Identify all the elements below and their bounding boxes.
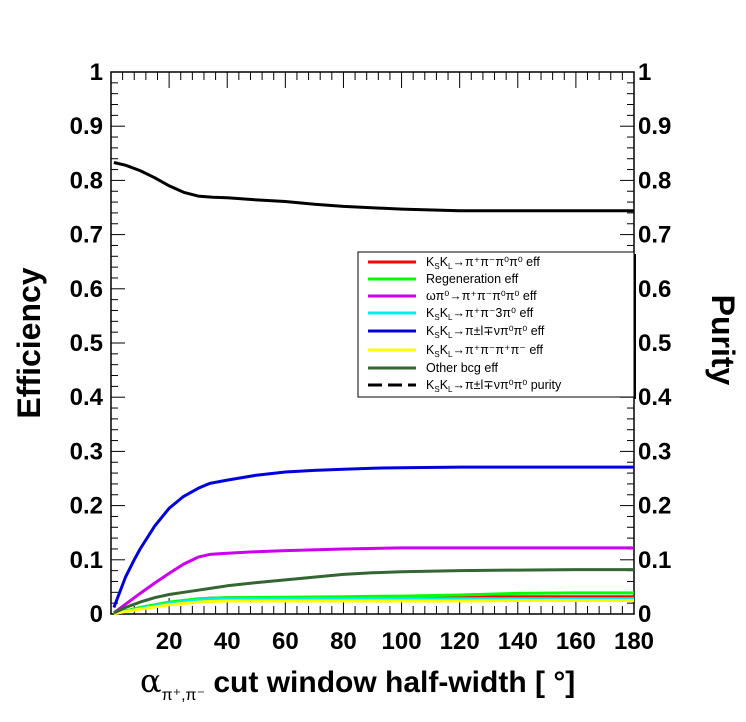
x-axis-title-alpha: α [140,662,162,700]
y-right-tick-label: 0.1 [638,547,671,574]
legend-shadow [634,254,636,399]
legend-items: KSKL→π⁺π⁻π⁰π⁰ eff Regeneration eff ωπ⁰→π… [368,255,562,394]
y-right-tick-label: 0.3 [638,438,671,465]
y-axis-title-right: Purity [705,295,741,386]
x-axis-title-text: cut window half-width [ °] [205,666,575,699]
y-tick-label: 0.7 [70,222,103,249]
y-tick-label: 0.2 [70,493,103,520]
y-tick-label: 0.9 [70,113,103,140]
series-line [113,599,634,615]
x-tick-label: 80 [330,628,357,655]
y-right-tick-label: 1 [638,59,651,86]
legend-label: Other bcg eff [426,361,499,375]
legend-label: KSKL→π±l∓νπ⁰π⁰ eff [426,324,545,340]
y-right-tick-label: 0 [638,601,651,628]
x-tick-label: 40 [214,628,241,655]
x-tick-label: 120 [440,628,480,655]
axis-ticks [110,71,635,615]
series-line [113,597,634,615]
x-tick-label: 160 [556,628,596,655]
legend-item: Regeneration eff [368,272,519,286]
y-axis-title-left: Efficiency [11,267,47,418]
legend-item: KSKL→π±l∓νπ⁰π⁰ purity [368,378,562,394]
series-lines [112,161,634,615]
legend-item: KSKL→π⁺π⁻3π⁰ eff [368,306,534,322]
x-axis-title: απ⁺,π⁻ cut window half-width [ °] [140,662,575,704]
series-line [113,546,634,615]
x-tick-label: 60 [272,628,299,655]
y-tick-label: 0.6 [70,276,103,303]
y-tick-label: 0.4 [70,384,104,411]
legend-box [357,251,635,398]
legend-item: ωπ⁰→π⁺π⁻π⁰π⁰ eff [368,289,537,303]
y-right-tick-label: 0.6 [638,276,671,303]
x-axis-title-subscript: π⁺,π⁻ [162,687,205,704]
legend-label: ωπ⁰→π⁺π⁻π⁰π⁰ eff [426,289,537,303]
x-tick-label: 140 [498,628,538,655]
legend-item: KSKL→π±l∓νπ⁰π⁰ eff [368,324,545,340]
series-line [112,465,634,609]
x-tick-label: 100 [382,628,422,655]
x-tick-label: 20 [156,628,183,655]
x-tick-label: 180 [614,628,654,655]
legend-label: KSKL→π±l∓νπ⁰π⁰ purity [426,378,562,394]
series-line [113,161,634,213]
legend-item: KSKL→π⁺π⁻π⁺π⁻ eff [368,343,544,359]
legend-label: KSKL→π⁺π⁻π⁰π⁰ eff [426,255,540,271]
y-right-tick-label: 0.7 [638,222,671,249]
y-right-tick-label: 0.4 [638,384,672,411]
y-right-tick-label: 0.5 [638,330,671,357]
y-tick-label: 0.5 [70,330,103,357]
legend: KSKL→π⁺π⁻π⁰π⁰ eff Regeneration eff ωπ⁰→π… [357,251,636,399]
y-tick-label: 0.1 [70,547,103,574]
y-right-tick-label: 0.2 [638,493,671,520]
y-tick-label: 0.3 [70,438,103,465]
y-tick-label: 1 [90,59,103,86]
legend-label: Regeneration eff [426,272,519,286]
legend-label: KSKL→π⁺π⁻3π⁰ eff [426,306,534,322]
legend-item: Other bcg eff [368,361,499,375]
legend-item: KSKL→π⁺π⁻π⁰π⁰ eff [368,255,540,271]
y-tick-label: 0 [90,601,103,628]
y-right-tick-label: 0.9 [638,113,671,140]
y-right-tick-label: 0.8 [638,167,671,194]
series-line [113,568,634,615]
y-tick-label: 0.8 [70,167,103,194]
tick-labels: 0 0 0.1 0.1 0.2 0.2 0.3 0.3 0.4 0.4 0.5 0.5 0.6 0.6 0.… [70,59,672,655]
legend-label: KSKL→π⁺π⁻π⁺π⁻ eff [426,343,544,359]
